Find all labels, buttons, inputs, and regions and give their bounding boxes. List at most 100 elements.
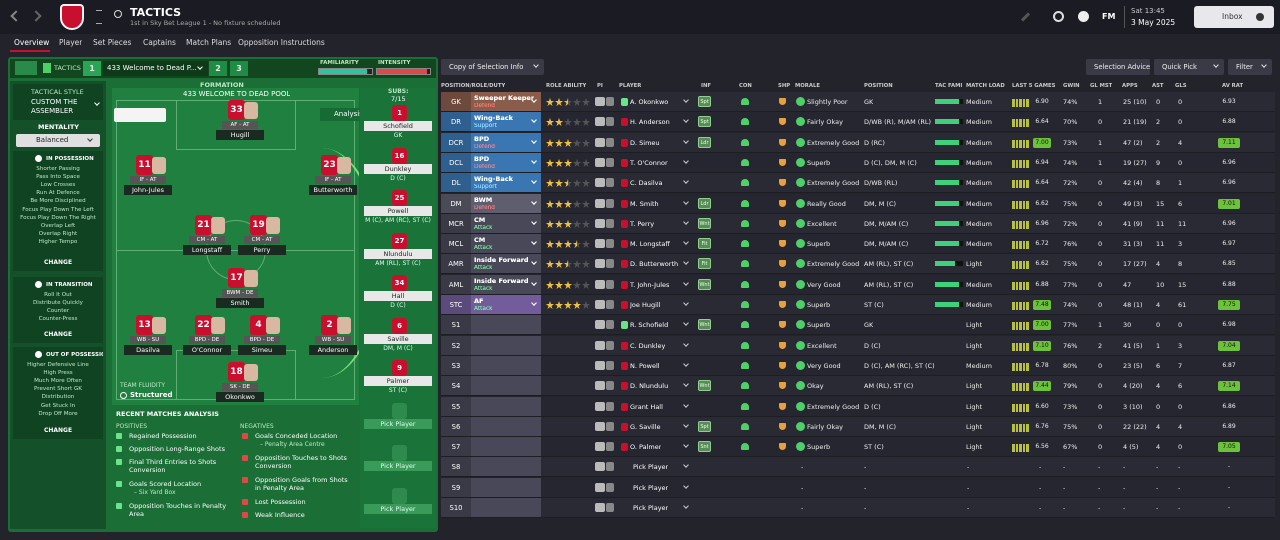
sub-slot[interactable]: 1 Schofield GK <box>362 105 434 145</box>
dropdown-chevron[interactable] <box>531 218 537 225</box>
tab[interactable]: Player <box>59 38 83 47</box>
role-cell[interactable]: Inside Forward Attack <box>471 274 541 294</box>
view-toggle[interactable] <box>114 108 166 122</box>
player-card[interactable]: 2 WB - SU Anderson <box>307 315 359 359</box>
player-name[interactable]: Pick Player <box>633 504 669 512</box>
settings-icon[interactable] <box>1053 11 1064 22</box>
dropdown-chevron[interactable] <box>1213 62 1219 68</box>
dropdown-chevron[interactable] <box>683 462 689 469</box>
player-name[interactable]: R. Schofield <box>630 321 669 330</box>
search-icon[interactable] <box>114 10 122 18</box>
quick-pick-button[interactable]: Quick Pick <box>1154 59 1224 75</box>
player-name[interactable]: T. Perry <box>630 219 655 228</box>
column-header[interactable]: PLAYER <box>619 83 642 89</box>
dropdown-chevron[interactable] <box>683 198 689 205</box>
change-button[interactable]: CHANGE <box>43 331 73 338</box>
sub-slot[interactable]: 6 Saville DM, M (C) <box>362 317 434 358</box>
player-card[interactable]: 17 BWM - DE Smith <box>214 268 266 312</box>
column-header[interactable]: POSITION <box>864 83 893 89</box>
dropdown-chevron[interactable] <box>683 361 689 367</box>
column-header[interactable]: GWIN <box>1063 83 1080 89</box>
player-name[interactable]: O. Palmer <box>630 443 662 452</box>
sub-slot[interactable]: 16 Dunkley D (C) <box>362 147 434 188</box>
player-card[interactable]: 4 BPD - DE Simeu <box>236 315 288 359</box>
column-header[interactable]: APPS <box>1122 83 1138 89</box>
player-card[interactable]: 33 AF - AT Hugill <box>214 100 266 144</box>
player-name[interactable]: H. Anderson <box>630 118 670 127</box>
dropdown-chevron[interactable] <box>87 136 93 142</box>
dropdown-chevron[interactable] <box>531 198 537 205</box>
fm-button[interactable]: FM <box>1102 12 1116 21</box>
role-cell[interactable]: CM Attack <box>471 234 541 254</box>
dropdown-chevron[interactable] <box>683 239 689 245</box>
player-card[interactable]: 13 WB - SU Dasilva <box>122 315 174 359</box>
column-header[interactable]: AV RAT <box>1222 83 1244 89</box>
role-cell[interactable]: CM Attack <box>471 213 541 233</box>
change-button[interactable]: CHANGE <box>43 259 73 266</box>
dropdown-chevron[interactable] <box>683 401 689 408</box>
style-card[interactable]: TACTICAL STYLE CUSTOM THE ASSEMBLER <box>13 84 103 120</box>
column-header[interactable]: ROLE ABILITY <box>546 83 587 89</box>
role-cell[interactable]: Wing-Back Support <box>471 173 541 193</box>
player-name[interactable]: T. O'Connor <box>630 158 668 167</box>
inbox-button[interactable]: Inbox <box>1194 6 1274 28</box>
dropdown-chevron[interactable] <box>94 100 100 106</box>
role-cell[interactable]: Inside Forward Attack <box>471 254 541 274</box>
player-card[interactable]: 22 BPD - DE O'Connor <box>181 315 233 359</box>
column-header[interactable]: PI <box>597 83 603 89</box>
dropdown-chevron[interactable] <box>683 421 689 428</box>
player-name[interactable]: D. Butterworth <box>630 260 679 269</box>
column-header[interactable]: MATCH LOAD <box>966 83 1005 89</box>
sub-slot[interactable]: 25 Powell M (C), AM (RC), ST (C) <box>362 190 434 230</box>
dropdown-chevron[interactable] <box>531 178 537 185</box>
player-name[interactable]: Grant Hall <box>630 402 663 411</box>
nav-chevrons[interactable] <box>96 10 102 24</box>
player-card[interactable]: 23 IF - AT Butterworth <box>307 155 359 199</box>
help-icon[interactable] <box>1078 11 1089 22</box>
player-name[interactable]: A. Okonkwo <box>630 98 669 106</box>
player-name[interactable]: C. Dasilva <box>630 179 663 188</box>
sub-slot[interactable]: Pick Player <box>362 445 434 485</box>
dropdown-chevron[interactable] <box>683 158 689 164</box>
dropdown-chevron[interactable] <box>683 320 689 327</box>
column-header[interactable]: GL MST <box>1090 83 1113 89</box>
role-cell[interactable]: Wing-Back Support <box>471 112 541 132</box>
dropdown-chevron[interactable] <box>531 279 537 286</box>
change-button[interactable]: CHANGE <box>43 427 73 434</box>
collapse-button[interactable] <box>15 61 37 75</box>
dropdown-chevron[interactable] <box>683 218 689 225</box>
dropdown-chevron[interactable] <box>683 442 689 448</box>
player-name[interactable]: D. Nlundulu <box>630 382 669 391</box>
column-header[interactable]: TAC FAMI <box>935 83 963 89</box>
sub-slot[interactable]: Pick Player <box>362 487 434 528</box>
role-cell[interactable]: BWM Defend <box>471 193 541 213</box>
tactic-slot[interactable]: 3 <box>230 61 248 76</box>
dropdown-chevron[interactable] <box>683 259 689 266</box>
dropdown-chevron[interactable] <box>531 117 537 124</box>
column-header[interactable]: POSITION/ROLE/DUTY <box>441 83 506 89</box>
player-name[interactable]: Joe Hugill <box>630 301 661 309</box>
player-name[interactable]: D. Simeu <box>630 138 660 147</box>
player-name[interactable]: Pick Player <box>633 483 669 492</box>
dropdown-chevron[interactable] <box>683 381 689 388</box>
copy-selection-button[interactable]: Copy of Selection Info <box>441 59 544 75</box>
dropdown-chevron[interactable] <box>683 300 689 306</box>
dropdown-chevron[interactable] <box>1261 62 1267 68</box>
dropdown-chevron[interactable] <box>531 137 537 144</box>
dropdown-chevron[interactable] <box>683 117 689 124</box>
selection-advice-button[interactable]: Selection Advice <box>1086 59 1150 75</box>
dropdown-chevron[interactable] <box>683 482 689 489</box>
sub-slot[interactable]: 27 Nlundulu AM (RL), ST (C) <box>362 232 434 273</box>
tactic-slot[interactable]: 2 <box>209 61 227 76</box>
column-header[interactable]: INF <box>701 83 712 89</box>
dropdown-chevron[interactable] <box>683 340 689 347</box>
column-header[interactable]: MORALE <box>795 83 820 89</box>
column-header[interactable]: LAST 5 GAMES <box>1012 83 1056 89</box>
player-card[interactable]: 11 IF - AT John-Jules <box>122 155 174 199</box>
dropdown-chevron[interactable] <box>683 503 689 509</box>
player-name[interactable]: M. Longstaff <box>630 240 670 249</box>
player-name[interactable]: C. Dunkley <box>630 341 666 350</box>
player-name[interactable]: Pick Player <box>633 463 669 472</box>
dropdown-chevron[interactable] <box>683 178 689 185</box>
role-cell[interactable]: BPD Defend <box>471 132 541 152</box>
